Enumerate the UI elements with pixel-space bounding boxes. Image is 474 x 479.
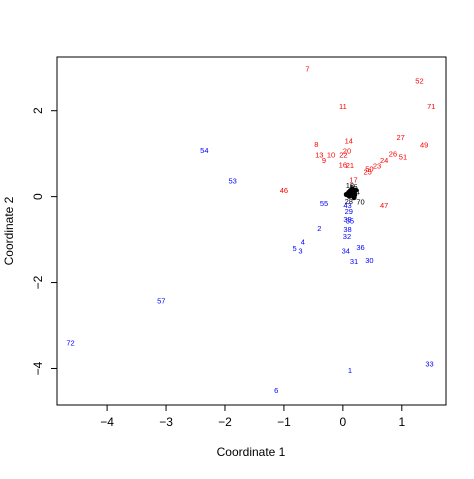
y-tick-label: 2 bbox=[31, 107, 45, 114]
point-label: 1 bbox=[348, 366, 352, 375]
point-label: 23 bbox=[373, 161, 381, 170]
x-tick-label: −4 bbox=[100, 415, 114, 429]
point-label: 30 bbox=[365, 256, 373, 265]
point-label: 21 bbox=[346, 161, 354, 170]
point-label: 13 bbox=[315, 151, 323, 160]
y-tick-label: 0 bbox=[31, 193, 45, 200]
dense-cluster bbox=[343, 186, 359, 201]
point-label: 2 bbox=[317, 224, 321, 233]
point-label: 11 bbox=[339, 102, 347, 111]
point-label: 52 bbox=[415, 77, 423, 86]
point-label: 29 bbox=[345, 207, 353, 216]
point-label: 5 bbox=[292, 244, 296, 253]
x-tick-label: −3 bbox=[159, 415, 173, 429]
x-tick-label: 0 bbox=[340, 415, 347, 429]
point-label: 7 bbox=[305, 65, 309, 74]
x-tick-label: −2 bbox=[218, 415, 232, 429]
x-axis-label: Coordinate 1 bbox=[217, 445, 286, 459]
point-label: 39 bbox=[343, 215, 351, 224]
point-label: 32 bbox=[343, 232, 351, 241]
point-label: 70 bbox=[356, 197, 364, 206]
y-tick-label: −4 bbox=[31, 361, 45, 375]
point-label: 46 bbox=[280, 186, 288, 195]
point-label: 4 bbox=[301, 238, 305, 247]
point-label: 8 bbox=[314, 140, 318, 149]
point-label: 22 bbox=[339, 151, 347, 160]
y-tick-label: −2 bbox=[31, 275, 45, 289]
point-label: 34 bbox=[342, 246, 350, 255]
point-label: 26 bbox=[389, 150, 397, 159]
point-label: 38 bbox=[343, 225, 351, 234]
point-label: 10 bbox=[327, 151, 335, 160]
y-axis: −4 −2 0 2 bbox=[31, 107, 57, 375]
point-label: 25 bbox=[363, 168, 371, 177]
point-label: 27 bbox=[396, 133, 404, 142]
point-label: 3 bbox=[298, 246, 302, 255]
point-label: 44 bbox=[352, 187, 360, 196]
point-label: 33 bbox=[425, 359, 433, 368]
point-label: 15 bbox=[349, 183, 357, 192]
x-axis: −4 −3 −2 −1 0 1 bbox=[100, 405, 405, 429]
point-label: 53 bbox=[228, 176, 236, 185]
point-label: 9 bbox=[322, 156, 326, 165]
point-label: 72 bbox=[66, 339, 74, 348]
point-label: 51 bbox=[399, 153, 407, 162]
x-tick-label: −1 bbox=[277, 415, 291, 429]
point-label: 6 bbox=[274, 386, 278, 395]
point-label: 57 bbox=[157, 297, 165, 306]
point-label: 18 bbox=[346, 181, 354, 190]
point-label: 47 bbox=[380, 201, 388, 210]
plot-frame bbox=[56, 56, 447, 406]
point-label: 31 bbox=[350, 257, 358, 266]
point-label: 24 bbox=[380, 156, 388, 165]
x-tick-label: 1 bbox=[398, 415, 405, 429]
point-label: 71 bbox=[427, 102, 435, 111]
point-label: 36 bbox=[356, 243, 364, 252]
point-label: 17 bbox=[349, 175, 357, 184]
point-label: 28 bbox=[345, 197, 353, 206]
point-label: 35 bbox=[346, 216, 354, 225]
point-label: 50 bbox=[365, 165, 373, 174]
point-label: 54 bbox=[200, 146, 208, 155]
point-label: 43 bbox=[343, 201, 351, 210]
cluster-marker bbox=[349, 186, 355, 192]
point-label: 20 bbox=[343, 147, 351, 156]
point-label: 49 bbox=[420, 141, 428, 150]
y-axis-label: Coordinate 2 bbox=[2, 196, 16, 265]
point-label: 14 bbox=[345, 136, 353, 145]
cluster-marker bbox=[346, 193, 352, 199]
cluster-marker bbox=[351, 194, 357, 201]
point-label: 55 bbox=[320, 199, 328, 208]
point-label: 16 bbox=[339, 160, 347, 169]
